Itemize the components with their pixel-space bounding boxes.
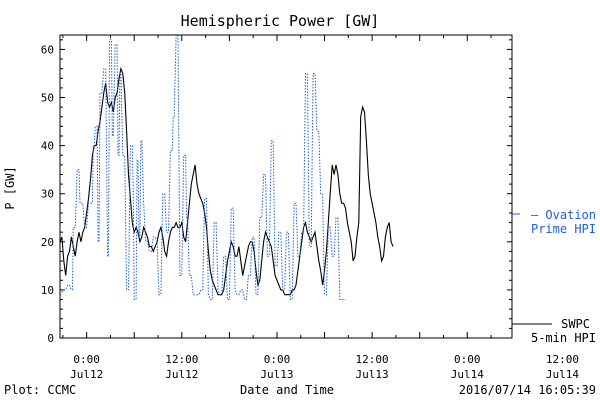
x-tick-date-label: Jul12 (70, 368, 103, 381)
legend-swpc-line2: 5-min HPI (531, 331, 596, 345)
legend-ovation-line1: — Ovation (531, 208, 596, 222)
plot-frame (59, 34, 513, 339)
y-tick-label: 30 (41, 188, 54, 201)
plot-credit: Plot: CCMC (4, 383, 76, 397)
y-tick-label: 50 (41, 92, 54, 105)
chart-title: Hemispheric Power [GW] (181, 12, 380, 30)
x-axis-label: Date and Time (240, 383, 334, 397)
y-tick-label: 20 (41, 236, 54, 249)
x-axis-ticks: 0:00 Jul12 12:00 Jul12 0:00 Jul13 12:00 Jul13 0:… (62, 35, 579, 381)
x-tick-time-label: 0:00 (454, 353, 481, 366)
legend-swpc-line1: SWPC (561, 317, 590, 331)
x-tick-time-label: 12:00 (546, 353, 579, 366)
y-tick-label: 60 (41, 43, 54, 56)
y-tick-label: 40 (41, 140, 54, 153)
data-series (59, 34, 394, 300)
x-tick-date-label: Jul13 (260, 368, 293, 381)
y-axis-ticks: 0 10 20 30 40 50 60 (41, 39, 512, 345)
y-tick-label: 0 (47, 332, 54, 345)
y-axis-label: P [GW] (3, 166, 17, 209)
x-tick-time-label: 12:00 (356, 353, 389, 366)
x-tick-date-label: Jul14 (451, 368, 484, 381)
x-tick-date-label: Jul14 (546, 368, 579, 381)
legend-ovation-line2: Prime HPI (531, 222, 596, 236)
plot-timestamp: 2016/07/14 16:05:39 (459, 383, 596, 397)
x-tick-date-label: Jul12 (165, 368, 198, 381)
x-tick-time-label: 0:00 (264, 353, 291, 366)
y-tick-label: 10 (41, 284, 54, 297)
ovation-prime-hpi-line (59, 34, 346, 300)
x-tick-time-label: 12:00 (165, 353, 198, 366)
swpc-hpi-line (59, 66, 394, 296)
x-tick-time-label: 0:00 (73, 353, 100, 366)
x-tick-date-label: Jul13 (356, 368, 389, 381)
